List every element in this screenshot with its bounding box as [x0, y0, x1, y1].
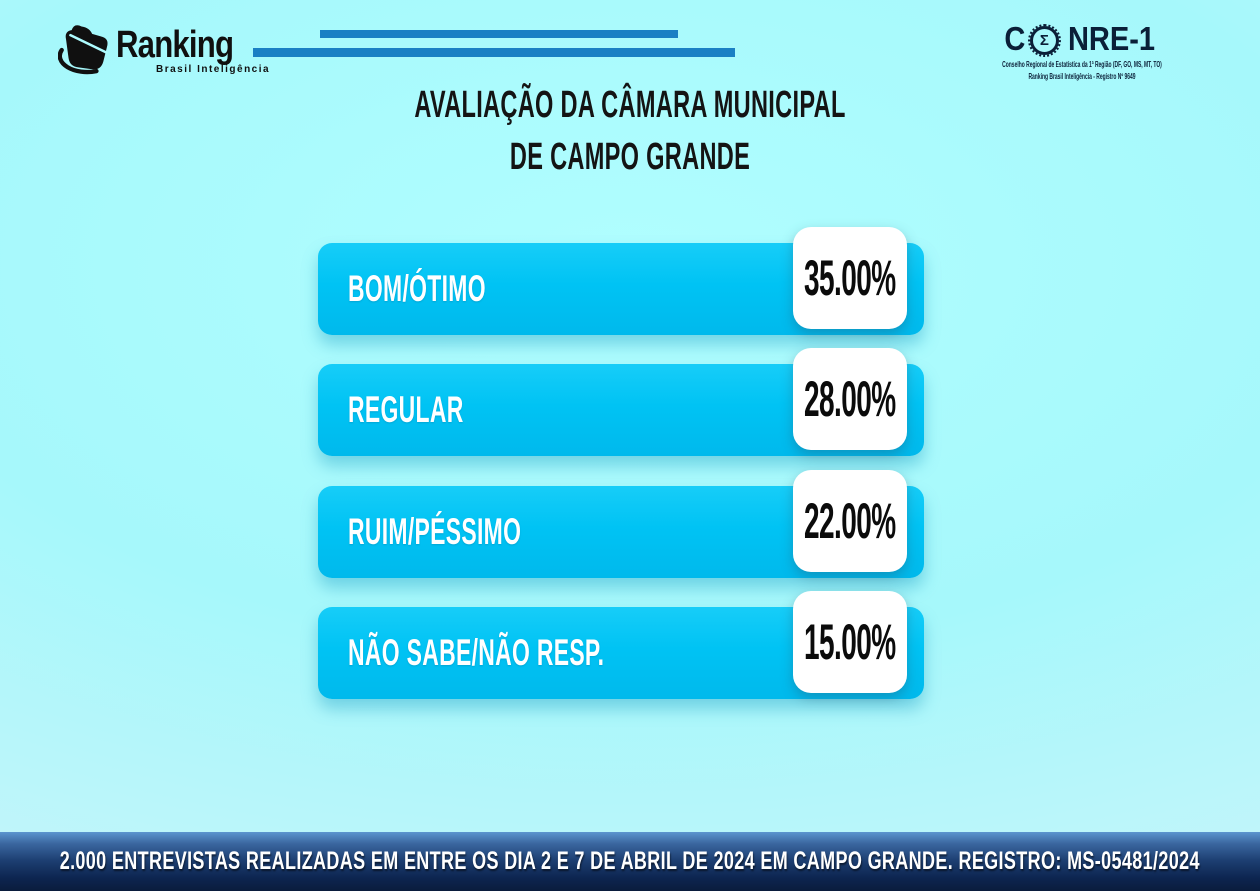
bar-label: REGULAR [348, 389, 464, 430]
conre-logo: C Σ NRE-1 Conselho Regional de Estatísti… [952, 20, 1212, 82]
gear-sigma-icon: Σ [1027, 23, 1061, 57]
bar-row-regular: REGULAR 28.00% [318, 348, 938, 456]
conre-caption-line1: Conselho Regional de Estatística da 1ª R… [1002, 60, 1162, 69]
bar-label: BOM/ÓTIMO [348, 268, 486, 309]
value-badge: 15.00% [793, 591, 907, 693]
chart-title-line2: DE CAMPO GRANDE [509, 136, 751, 179]
ranking-logo: Ranking Brasil Inteligência [58, 18, 288, 84]
bar-label: NÃO SABE/NÃO RESP. [348, 632, 605, 673]
bar-label: RUIM/PÉSSIMO [348, 511, 522, 552]
ranking-hand-icon [58, 25, 108, 75]
bar-row-ruim-pessimo: RUIM/PÉSSIMO 22.00% [318, 470, 938, 578]
footer-methodology-text: 2.000 ENTREVISTAS REALIZADAS EM ENTRE OS… [59, 847, 1201, 875]
bar-row-bom-otimo: BOM/ÓTIMO 35.00% [318, 227, 938, 335]
value-badge: 35.00% [793, 227, 907, 329]
value-text: 35.00% [804, 250, 896, 306]
conre-wordmark-suffix: NRE-1 [1067, 20, 1155, 57]
ranking-logo-subtitle: Brasil Inteligência [156, 64, 271, 75]
value-text: 28.00% [804, 371, 896, 427]
conre-wordmark: C Σ NRE-1 [952, 20, 1212, 58]
conre-caption-line2: Ranking Brasil Inteligência - Registro N… [1028, 72, 1136, 81]
bar-row-nao-sabe: NÃO SABE/NÃO RESP. 15.00% [318, 591, 938, 699]
footer-bar: 2.000 ENTREVISTAS REALIZADAS EM ENTRE OS… [0, 832, 1260, 891]
value-text: 22.00% [804, 493, 896, 549]
conre-wordmark-prefix: C [1004, 20, 1026, 57]
value-badge: 22.00% [793, 470, 907, 572]
chart-title: AVALIAÇÃO DA CÂMARA MUNICIPAL DE CAMPO G… [0, 80, 1260, 182]
chart-title-line1: AVALIAÇÃO DA CÂMARA MUNICIPAL [414, 84, 846, 126]
value-text: 15.00% [804, 614, 896, 670]
header-strip-bottom [253, 48, 735, 57]
header-strip-top [320, 30, 678, 38]
value-badge: 28.00% [793, 348, 907, 450]
ranking-logo-wordmark: Ranking [116, 24, 234, 66]
